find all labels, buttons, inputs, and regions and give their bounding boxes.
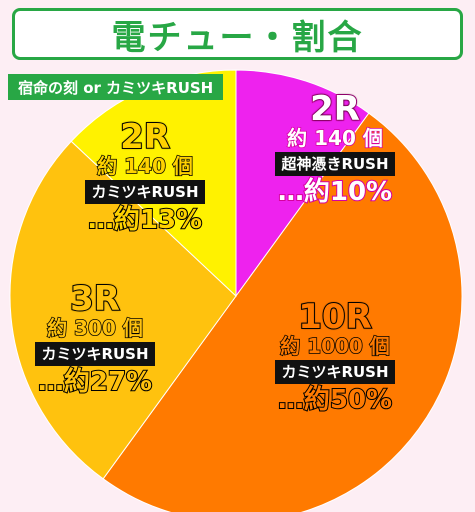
pie-slice-0 bbox=[235, 69, 370, 298]
slice-3-count: 約 140 個 bbox=[96, 153, 193, 179]
chart-subtitle: 宿命の刻 or カミツキRUSH bbox=[8, 74, 224, 100]
slice-3-mode: カミツキRUSH bbox=[85, 180, 205, 204]
slice-label-3: 2R 約 140 個 カミツキRUSH …約13% bbox=[60, 117, 230, 236]
slice-label-0: 2R 約 140 個 超神憑きRUSH …約10% bbox=[250, 89, 420, 208]
slice-2-mode: カミツキRUSH bbox=[35, 342, 155, 366]
slice-0-rounds: 2R bbox=[309, 89, 361, 129]
pie-slice-1 bbox=[102, 112, 463, 512]
chart-title: 電チュー・割合 bbox=[111, 17, 364, 58]
slice-0-mode: 超神憑きRUSH bbox=[275, 152, 395, 176]
slice-2-percent: …約27% bbox=[37, 366, 153, 398]
slice-2-rounds: 3R bbox=[69, 279, 121, 319]
slice-3-rounds: 2R bbox=[119, 117, 171, 157]
slice-label-2: 3R 約 300 個 カミツキRUSH …約27% bbox=[10, 279, 180, 398]
slice-3-percent: …約13% bbox=[87, 204, 203, 236]
slice-label-1: 10R 約 1000 個 カミツキRUSH …約50% bbox=[245, 297, 425, 416]
slice-1-rounds: 10R bbox=[297, 297, 373, 337]
slice-1-percent: …約50% bbox=[277, 384, 393, 416]
pie-slice-2 bbox=[9, 140, 237, 480]
slice-1-count: 約 1000 個 bbox=[279, 333, 390, 359]
slice-0-percent: …約10% bbox=[277, 176, 393, 208]
slice-1-mode: カミツキRUSH bbox=[275, 360, 395, 384]
title-box: 電チュー・割合 bbox=[12, 8, 463, 60]
slice-2-count: 約 300 個 bbox=[46, 315, 143, 341]
slice-0-count: 約 140 個 bbox=[286, 125, 383, 151]
